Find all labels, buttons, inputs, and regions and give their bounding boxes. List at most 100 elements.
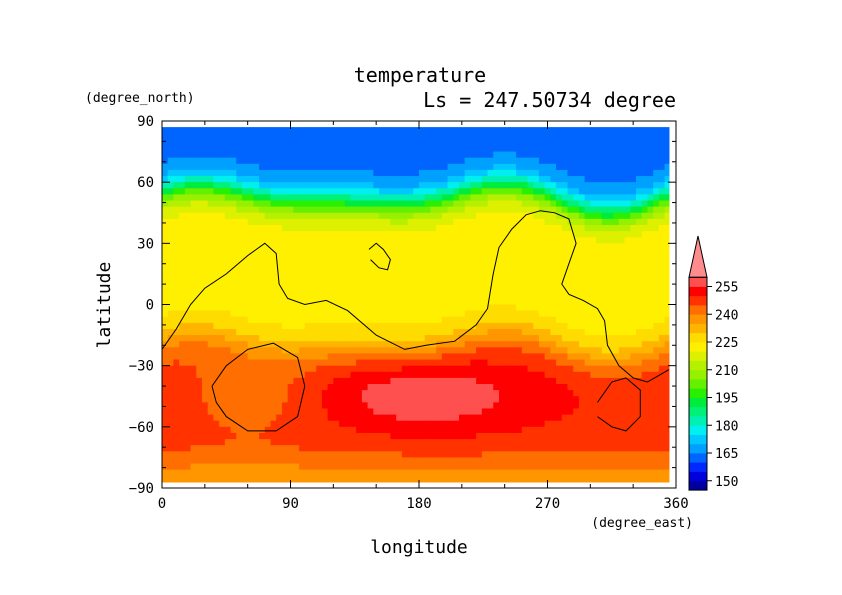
heatmap-cell xyxy=(458,212,466,220)
heatmap-cell xyxy=(413,224,420,232)
heatmap-cell xyxy=(310,408,317,416)
heatmap-cell xyxy=(624,390,631,397)
heatmap-cell xyxy=(190,249,197,257)
heatmap-cell xyxy=(396,341,403,348)
heatmap-cell xyxy=(259,145,266,153)
heatmap-cell xyxy=(653,420,660,428)
heatmap-cell xyxy=(544,151,551,159)
heatmap-cell xyxy=(293,267,300,275)
heatmap-cell xyxy=(162,304,169,312)
heatmap-cell xyxy=(224,133,232,140)
heatmap-cell xyxy=(441,414,449,422)
heatmap-cell xyxy=(538,218,546,226)
heatmap-cell xyxy=(259,310,266,318)
heatmap-cell xyxy=(573,457,580,465)
heatmap-cell xyxy=(356,304,363,312)
heatmap-cell xyxy=(230,182,237,189)
heatmap-cell xyxy=(190,127,197,134)
heatmap-cell xyxy=(361,169,369,177)
heatmap-cell xyxy=(436,176,443,183)
heatmap-cell xyxy=(527,200,534,208)
heatmap-cell xyxy=(339,255,346,263)
heatmap-cell xyxy=(487,188,494,195)
heatmap-cell xyxy=(596,328,603,336)
heatmap-cell xyxy=(299,310,306,318)
heatmap-cell xyxy=(601,176,609,183)
heatmap-cell xyxy=(390,304,397,312)
heatmap-cell xyxy=(510,206,517,214)
heatmap-cell xyxy=(390,445,397,452)
heatmap-cell xyxy=(344,451,352,459)
heatmap-cell xyxy=(521,194,529,202)
heatmap-cell xyxy=(219,359,226,367)
heatmap-cell xyxy=(647,390,654,397)
heatmap-cell xyxy=(556,384,563,391)
heatmap-cell xyxy=(367,133,374,140)
heatmap-cell xyxy=(573,377,580,385)
heatmap-cell xyxy=(653,445,660,452)
heatmap-cell xyxy=(253,206,260,214)
heatmap-cell xyxy=(664,224,670,232)
heatmap-cell xyxy=(327,194,334,202)
heatmap-cell xyxy=(236,157,243,165)
heatmap-cell xyxy=(607,145,614,153)
heatmap-cell xyxy=(241,261,249,269)
heatmap-cell xyxy=(179,408,186,416)
heatmap-cell xyxy=(498,414,506,422)
heatmap-cell xyxy=(327,280,334,287)
heatmap-cell xyxy=(310,445,317,452)
heatmap-cell xyxy=(658,280,666,287)
heatmap-cell xyxy=(613,420,620,428)
heatmap-cell xyxy=(430,335,437,342)
heatmap-cell xyxy=(333,304,340,312)
heatmap-cell xyxy=(498,212,506,220)
heatmap-cell xyxy=(567,292,574,299)
heatmap-cell xyxy=(533,402,540,410)
heatmap-cell xyxy=(658,322,666,330)
heatmap-cell xyxy=(310,420,317,428)
heatmap-cell xyxy=(173,396,180,403)
heatmap-cell xyxy=(516,224,523,232)
heatmap-cell xyxy=(641,390,649,397)
heatmap-cell xyxy=(190,157,197,165)
heatmap-cell xyxy=(521,414,529,422)
heatmap-cell xyxy=(493,133,500,140)
heatmap-cell xyxy=(464,390,471,397)
heatmap-cell xyxy=(344,139,352,147)
heatmap-cell xyxy=(299,384,306,391)
heatmap-cell xyxy=(578,139,586,147)
heatmap-cell xyxy=(333,163,340,171)
heatmap-cell xyxy=(658,384,666,391)
heatmap-cell xyxy=(264,267,272,275)
heatmap-cell xyxy=(379,414,386,422)
heatmap-cell xyxy=(556,151,563,159)
heatmap-cell xyxy=(453,365,460,373)
heatmap-cell xyxy=(561,212,569,220)
heatmap-cell xyxy=(407,194,414,202)
heatmap-cell xyxy=(636,127,643,134)
heatmap-cell xyxy=(527,237,534,244)
heatmap-cell xyxy=(333,212,340,220)
heatmap-cell xyxy=(304,322,312,330)
heatmap-cell xyxy=(561,408,569,416)
heatmap-cell xyxy=(567,328,574,336)
heatmap-cell xyxy=(573,396,580,403)
heatmap-cell xyxy=(636,445,643,452)
heatmap-cell xyxy=(441,280,449,287)
heatmap-cell xyxy=(601,359,609,367)
heatmap-cell xyxy=(373,163,380,171)
heatmap-cell xyxy=(396,377,403,385)
heatmap-cell xyxy=(430,133,437,140)
heatmap-cell xyxy=(556,292,563,299)
heatmap-cell xyxy=(641,359,649,367)
heatmap-cell xyxy=(470,298,477,306)
heatmap-cell xyxy=(390,384,397,391)
heatmap-cell xyxy=(516,457,523,465)
heatmap-cell xyxy=(504,267,511,275)
heatmap-cell xyxy=(624,200,631,208)
heatmap-cell xyxy=(624,145,631,153)
heatmap-cell xyxy=(550,188,557,195)
heatmap-cell xyxy=(339,396,346,403)
heatmap-cell xyxy=(247,133,254,140)
heatmap-cell xyxy=(607,176,614,183)
